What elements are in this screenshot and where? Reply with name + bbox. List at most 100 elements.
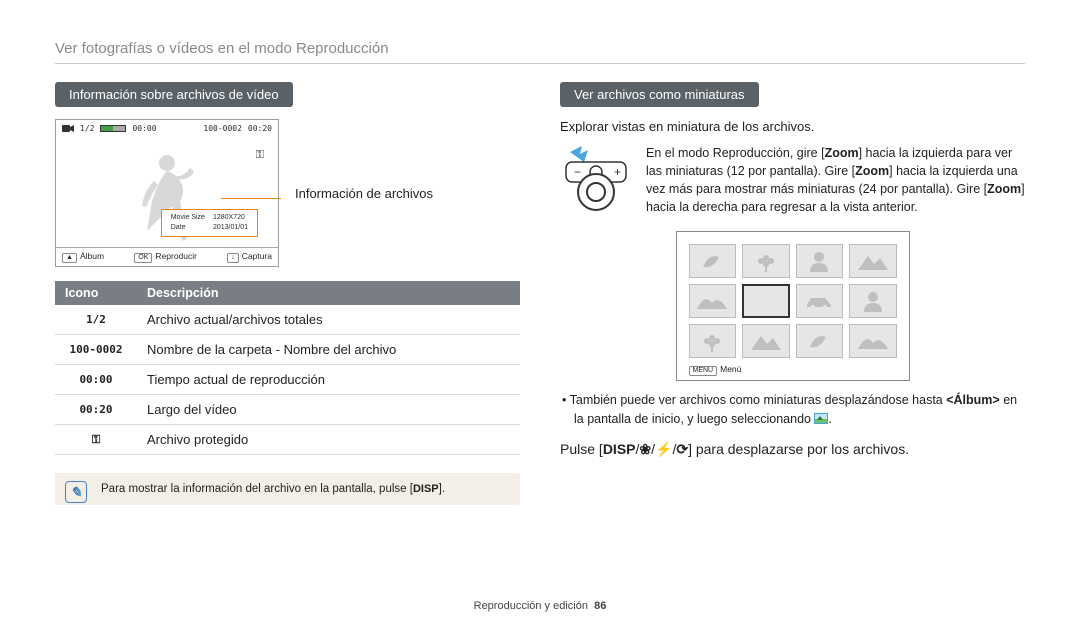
- thumb-cell: [849, 324, 897, 358]
- screenshot-caption: Información de archivos: [295, 186, 433, 201]
- thumbnail-screenshot: MENUMenú: [676, 231, 910, 381]
- footer-section: Reproducción y edición: [474, 600, 588, 612]
- macro-symbol: ❀: [639, 441, 651, 457]
- zoom-bold-3: Zoom: [987, 182, 1021, 196]
- play-button-glyph: OK: [134, 253, 152, 263]
- pulse-suffix: ] para desplazarse por los archivos.: [688, 441, 909, 457]
- leaf-icon: [699, 251, 725, 271]
- table-row: 1/2Archivo actual/archivos totales: [55, 305, 520, 335]
- album-label: Álbum: [80, 251, 104, 261]
- file-counter: 1/2: [80, 124, 94, 133]
- cell-icon: 00:20: [55, 395, 137, 425]
- info-row1-val: 1280X720: [210, 214, 251, 222]
- table-row: 00:20Largo del vídeo: [55, 395, 520, 425]
- table-row: 00:00Tiempo actual de reproducción: [55, 365, 520, 395]
- flash-symbol: ⚡: [655, 441, 672, 457]
- zoom-bold-1: Zoom: [825, 146, 859, 160]
- disp-label: DISP: [413, 483, 439, 495]
- folder-file-name: 100-0002: [203, 124, 242, 133]
- cell-icon: 1/2: [55, 305, 137, 335]
- svg-text:−: −: [574, 165, 581, 179]
- thumb-cell-selected: [742, 284, 790, 318]
- cell-desc: Archivo protegido: [137, 425, 520, 455]
- screenshot-body: ⚿ Movie Size1280X720 Date2013/01/01: [56, 137, 278, 247]
- zoom-dial-icon: − +: [560, 144, 632, 219]
- right-section-heading: Ver archivos como miniaturas: [560, 82, 759, 107]
- bullet-list: También puede ver archivos como miniatur…: [560, 391, 1025, 429]
- current-time: 00:00: [132, 124, 156, 133]
- table-row: 100-0002Nombre de la carpeta - Nombre de…: [55, 335, 520, 365]
- thumb-cell: [849, 244, 897, 278]
- hills-icon: [697, 293, 727, 309]
- car-icon: [805, 293, 833, 309]
- note-box: ✎ Para mostrar la información del archiv…: [55, 473, 520, 505]
- disp-symbol: DISP: [603, 441, 636, 457]
- thumb-cell: [742, 324, 790, 358]
- divider: [55, 63, 1025, 64]
- bullet-album-bold: <Álbum>: [946, 393, 1000, 407]
- landscape-icon: [858, 252, 888, 270]
- flower-icon: [753, 250, 779, 272]
- note-text-suffix: ].: [439, 483, 445, 495]
- bullet-text-a: También puede ver archivos como miniatur…: [570, 393, 947, 407]
- zoom-instruction-row: − + En el modo Reproducción, gire [Zoom]…: [560, 144, 1025, 219]
- explore-text: Explorar vistas en miniatura de los arch…: [560, 119, 1025, 134]
- flower-icon: [699, 330, 725, 352]
- pulse-prefix: Pulse [: [560, 441, 603, 457]
- screenshot-footer: ▲Álbum OKReproducir ↓Captura: [56, 247, 278, 266]
- zoom-text-a: En el modo Reproducción, gire [: [646, 146, 825, 160]
- note-text-prefix: Para mostrar la información del archivo …: [101, 483, 413, 495]
- page-title: Ver fotografías o vídeos en el modo Repr…: [55, 40, 1025, 57]
- thumb-cell: [796, 284, 844, 318]
- capture-label: Captura: [242, 251, 272, 261]
- screenshot-top-bar: 1/2 00:00 100-0002 00:20: [56, 120, 278, 137]
- thumb-cell: [689, 244, 737, 278]
- menu-label: Menú: [720, 364, 741, 374]
- bullet-item: También puede ver archivos como miniatur…: [574, 391, 1025, 429]
- zoom-instruction-text: En el modo Reproducción, gire [Zoom] hac…: [646, 144, 1025, 217]
- thumb-cell: [796, 324, 844, 358]
- timer-symbol: ⟳: [676, 441, 688, 457]
- progress-bar-icon: [100, 125, 126, 132]
- hills-icon: [858, 333, 888, 349]
- thumb-cell: [742, 244, 790, 278]
- cell-desc: Tiempo actual de reproducción: [137, 365, 520, 395]
- info-row2-val: 2013/01/01: [210, 224, 251, 232]
- cell-desc: Nombre de la carpeta - Nombre del archiv…: [137, 335, 520, 365]
- info-row1-key: Movie Size: [168, 214, 208, 222]
- capture-button-glyph: ↓: [227, 253, 239, 263]
- right-column: Ver archivos como miniaturas Explorar vi…: [560, 82, 1025, 505]
- video-icon: [62, 124, 74, 133]
- left-column: Información sobre archivos de vídeo 1/2 …: [55, 82, 520, 505]
- file-info-box: Movie Size1280X720 Date2013/01/01: [161, 209, 258, 237]
- info-row2-key: Date: [168, 224, 208, 232]
- navigation-instruction: Pulse [DISP/❀/⚡/⟳] para desplazarse por …: [560, 441, 1025, 458]
- zoom-bold-2: Zoom: [855, 164, 889, 178]
- landscape-icon: [751, 332, 781, 350]
- leaf-icon: [806, 331, 832, 351]
- icon-description-table: Icono Descripción 1/2Archivo actual/arch…: [55, 281, 520, 455]
- th-desc: Descripción: [137, 281, 520, 305]
- footer-page-number: 86: [594, 600, 606, 612]
- video-length: 00:20: [248, 124, 272, 133]
- album-button-glyph: ▲: [62, 253, 77, 263]
- portrait-icon: [807, 250, 831, 272]
- menu-button-glyph: MENU: [689, 366, 718, 376]
- thumb-cell: [796, 244, 844, 278]
- album-mini-icon: [814, 413, 828, 424]
- thumb-cell: [689, 284, 737, 318]
- thumbnail-footer: MENUMenú: [689, 358, 897, 376]
- video-info-figure: 1/2 00:00 100-0002 00:20: [55, 119, 520, 267]
- svg-text:+: +: [614, 165, 621, 179]
- lock-icon: ⚿: [256, 149, 264, 162]
- thumb-cell: [689, 324, 737, 358]
- two-column-layout: Información sobre archivos de vídeo 1/2 …: [55, 82, 1025, 505]
- cell-icon: 00:00: [55, 365, 137, 395]
- left-section-heading: Información sobre archivos de vídeo: [55, 82, 293, 107]
- note-icon: ✎: [65, 481, 87, 503]
- bullet-text-end: .: [828, 412, 831, 426]
- cell-desc: Largo del vídeo: [137, 395, 520, 425]
- th-icon: Icono: [55, 281, 137, 305]
- cell-desc: Archivo actual/archivos totales: [137, 305, 520, 335]
- thumb-cell: [849, 284, 897, 318]
